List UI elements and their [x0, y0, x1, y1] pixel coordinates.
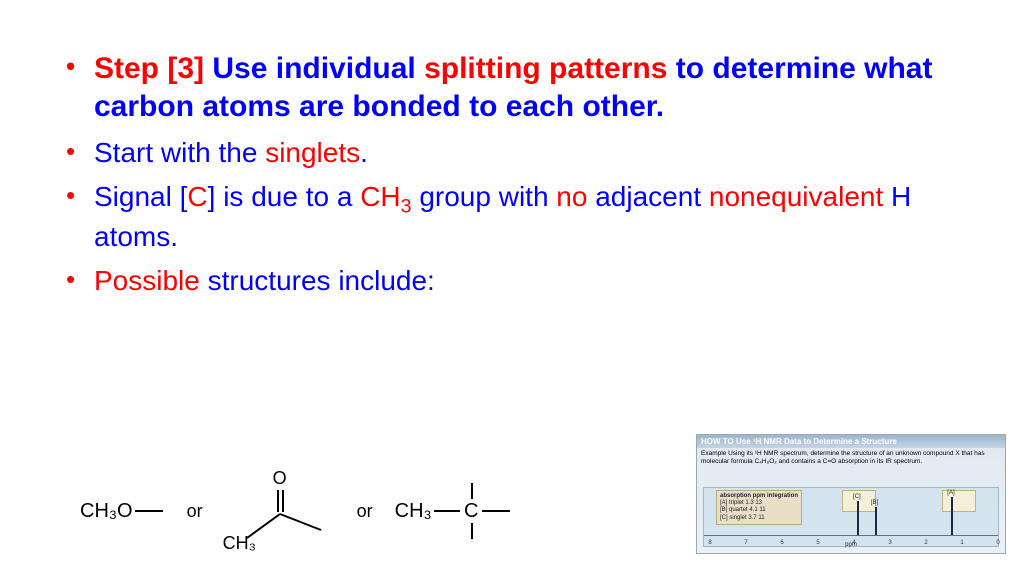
- text-run: Use individual: [212, 52, 424, 85]
- text-run: group with: [412, 181, 557, 212]
- text-run: Possible: [94, 265, 208, 296]
- nmr-peak-label: [B]: [871, 500, 878, 506]
- bullet-item: Step [3] Use individual splitting patter…: [60, 50, 964, 127]
- bond-line: [133, 501, 165, 521]
- nmr-row-b: [B] quartet 4.1 11: [720, 507, 798, 514]
- quaternary-svg: C: [432, 481, 512, 541]
- label-ch3-left: CH₃: [395, 500, 432, 523]
- text-run: singlets: [265, 137, 360, 168]
- nmr-example: Example Using its ¹H NMR spectrum, deter…: [697, 448, 1005, 466]
- bullet-item: Possible structures include:: [60, 263, 964, 299]
- text-run: Step [3]: [94, 52, 212, 85]
- label-ch3-ketone: CH₃: [223, 533, 256, 554]
- text-run: 3: [401, 195, 412, 217]
- label-ch3o: CH₃O: [80, 500, 133, 523]
- nmr-tick: 1: [960, 540, 963, 546]
- nmr-axis: [704, 535, 998, 536]
- nmr-table-header: absorption ppm integration: [720, 493, 798, 500]
- nmr-row-c: [C] singlet 3.7 11: [720, 515, 798, 522]
- text-run: adjacent: [595, 181, 709, 212]
- nmr-title: HOW TO Use ¹H NMR Data to Determine a St…: [697, 435, 1005, 448]
- nmr-tick: 2: [924, 540, 927, 546]
- text-run: splitting patterns: [424, 52, 676, 85]
- bullet-item: Start with the singlets.: [60, 135, 964, 171]
- nmr-xlabel: ppm: [845, 542, 857, 548]
- c-center: C: [464, 500, 478, 522]
- nmr-table: absorption ppm integration [A] triplet 1…: [716, 490, 802, 525]
- nmr-tick: 5: [816, 540, 819, 546]
- nmr-inset: HOW TO Use ¹H NMR Data to Determine a St…: [696, 434, 1006, 554]
- molecule-methoxy: CH₃O: [80, 500, 165, 523]
- nmr-row-a: [A] triplet 1.3 13: [720, 500, 798, 507]
- nmr-peak: [875, 507, 877, 535]
- text-run: ] is due to a: [208, 181, 361, 212]
- bullet-item: Signal [C] is due to a CH3 group with no…: [60, 179, 964, 256]
- text-run: nonequivalent: [709, 181, 891, 212]
- nmr-peak: [857, 501, 859, 535]
- slide-content: Step [3] Use individual splitting patter…: [0, 0, 1024, 299]
- nmr-peak-label: [C]: [853, 494, 861, 500]
- molecule-ketone: O CH₃: [225, 472, 335, 550]
- nmr-tick: 3: [888, 540, 891, 546]
- molecule-quaternary: CH₃ C: [395, 481, 512, 541]
- text-run: C: [187, 181, 207, 212]
- nmr-tick: 7: [744, 540, 747, 546]
- molecule-diagrams: CH₃O or O CH₃ or CH₃ C: [80, 472, 512, 550]
- text-run: CH: [360, 181, 400, 212]
- nmr-tick: 6: [780, 540, 783, 546]
- text-run: Signal [: [94, 181, 187, 212]
- text-run: no: [556, 181, 595, 212]
- nmr-plot: absorption ppm integration [A] triplet 1…: [703, 487, 999, 547]
- label-or-1: or: [187, 501, 203, 522]
- text-run: .: [360, 137, 368, 168]
- text-run: Start with the: [94, 137, 265, 168]
- nmr-peak-label: [A]: [947, 490, 954, 496]
- text-run: structures include:: [208, 265, 435, 296]
- nmr-peak: [951, 497, 953, 535]
- bullet-list: Step [3] Use individual splitting patter…: [60, 50, 964, 299]
- label-or-2: or: [357, 501, 373, 522]
- nmr-tick: 0: [996, 540, 999, 546]
- nmr-tick: 8: [708, 540, 711, 546]
